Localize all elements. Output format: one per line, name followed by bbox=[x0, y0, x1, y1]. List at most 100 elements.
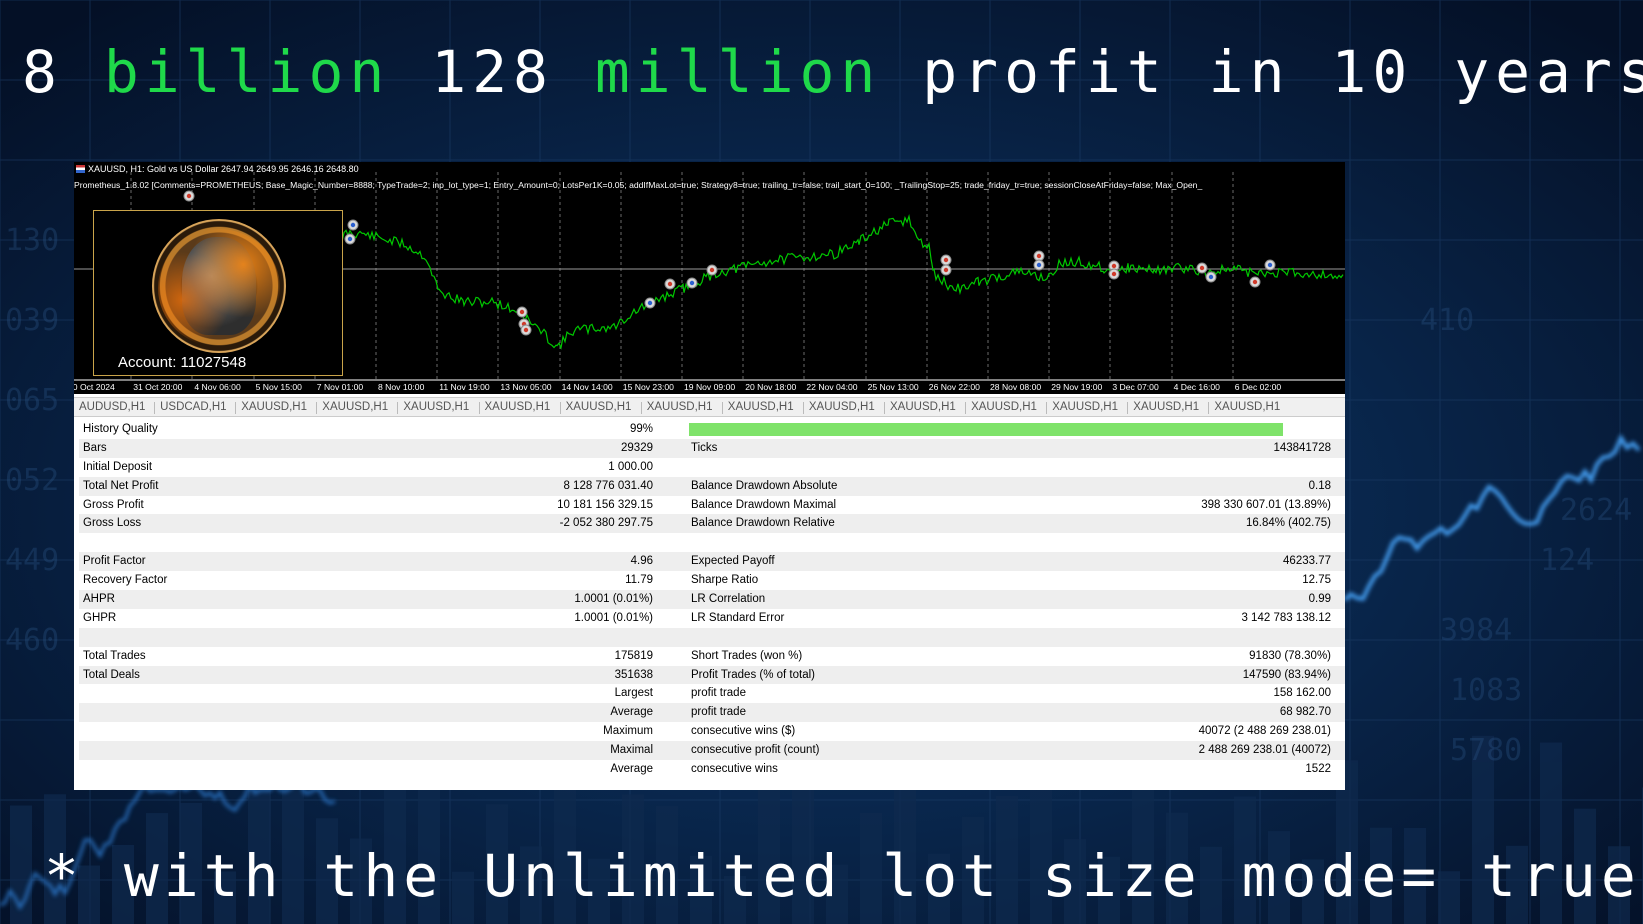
mt5-strategy-tester-panel: XAUUSD, H1: Gold vs US Dollar 2647.94 26… bbox=[74, 162, 1345, 790]
bg-volume-bar bbox=[554, 776, 576, 924]
symbol-tab[interactable]: XAUUSD,H1 bbox=[1133, 401, 1200, 413]
bg-digits: 065 bbox=[5, 383, 59, 418]
expert-logo: Account: 11027548 bbox=[93, 210, 343, 376]
bg-volume-bar bbox=[1098, 856, 1120, 924]
report-value-2: 46233.77 bbox=[1283, 555, 1331, 568]
trade-marker[interactable] bbox=[1205, 271, 1217, 283]
trade-marker[interactable] bbox=[516, 306, 528, 318]
report-value: 1.0001 (0.01%) bbox=[574, 611, 653, 624]
prometheus-coin-icon bbox=[152, 219, 286, 353]
price-chart-canvas[interactable] bbox=[74, 162, 1345, 394]
symbol-tab[interactable]: XAUUSD,H1 bbox=[646, 401, 713, 413]
time-axis-label: 8 Nov 10:00 bbox=[378, 382, 425, 392]
tab-separator bbox=[1127, 402, 1129, 414]
report-value-2: 1522 bbox=[1305, 763, 1331, 776]
symbol-tab[interactable]: XAUUSD,H1 bbox=[1052, 401, 1119, 413]
symbol-tab[interactable]: AUDUSD,H1 bbox=[79, 401, 146, 413]
bg-volume-bar bbox=[214, 871, 236, 924]
price-chart[interactable]: XAUUSD, H1: Gold vs US Dollar 2647.94 26… bbox=[74, 162, 1345, 394]
expert-parameters: Prometheus_1.8.02 [Comments=PROMETHEUS; … bbox=[74, 180, 1203, 190]
report-row: Initial Deposit 1 000.00 bbox=[79, 458, 1345, 477]
headline-part-1: 8 bbox=[22, 38, 104, 106]
tab-separator bbox=[154, 402, 156, 414]
report-label-2: Profit Trades (% of total) bbox=[691, 668, 815, 681]
bg-volume-bar bbox=[520, 846, 542, 924]
bg-digits: 052 bbox=[5, 463, 59, 498]
symbol-tab[interactable]: XAUUSD,H1 bbox=[484, 401, 551, 413]
trade-marker[interactable] bbox=[940, 254, 952, 266]
report-row: Recovery Factor 11.79 Sharpe Ratio 12.75 bbox=[79, 571, 1345, 590]
bg-volume-bar bbox=[1404, 827, 1426, 924]
trade-marker[interactable] bbox=[644, 297, 656, 309]
trade-marker[interactable] bbox=[520, 324, 532, 336]
bg-volume-bar bbox=[282, 789, 304, 924]
report-value: 1 000.00 bbox=[608, 460, 653, 473]
report-label: Total Trades bbox=[83, 649, 146, 662]
symbol-tab[interactable]: XAUUSD,H1 bbox=[565, 401, 632, 413]
report-row: Total Deals 351638 Profit Trades (% of tot… bbox=[79, 665, 1345, 685]
trade-marker[interactable] bbox=[686, 277, 698, 289]
report-value-2: 12.75 bbox=[1302, 574, 1331, 587]
report-label-2: consecutive profit (count) bbox=[691, 744, 820, 757]
report-label-2: profit trade bbox=[691, 706, 746, 719]
trade-marker[interactable] bbox=[344, 233, 356, 245]
symbol-tab[interactable]: XAUUSD,H1 bbox=[1214, 401, 1281, 413]
report-label: Total Net Profit bbox=[83, 479, 159, 492]
time-axis-label: 31 Oct 20:00 bbox=[133, 382, 183, 392]
headline-billion: billion bbox=[103, 38, 391, 106]
symbol-tab[interactable]: XAUUSD,H1 bbox=[808, 401, 875, 413]
trade-marker[interactable] bbox=[1264, 259, 1276, 271]
report-label-2: consecutive wins bbox=[691, 763, 778, 776]
symbol-tab[interactable]: XAUUSD,H1 bbox=[322, 401, 389, 413]
bg-volume-bar bbox=[1064, 839, 1086, 924]
report-value: -2 052 380 297.75 bbox=[559, 517, 653, 530]
trade-marker[interactable] bbox=[1033, 259, 1045, 271]
time-axis-label: 14 Nov 14:00 bbox=[561, 382, 613, 392]
time-axis-label: 7 Nov 01:00 bbox=[316, 382, 364, 392]
bg-volume-bar bbox=[588, 858, 610, 924]
tab-separator bbox=[1046, 402, 1048, 414]
history-quality-bar bbox=[689, 423, 1283, 436]
time-axis-label: 4 Nov 06:00 bbox=[194, 382, 241, 392]
symbol-tab[interactable]: XAUUSD,H1 bbox=[241, 401, 308, 413]
report-row: Total Trades 175819 Short Trades (won %) 91… bbox=[79, 647, 1345, 666]
symbol-tab[interactable]: XAUUSD,H1 bbox=[727, 401, 794, 413]
report-label: Gross Profit bbox=[83, 498, 144, 511]
report-value: 4.96 bbox=[630, 555, 653, 568]
trade-marker[interactable] bbox=[1196, 262, 1208, 274]
symbol-tab[interactable]: XAUUSD,H1 bbox=[971, 401, 1037, 413]
tab-separator bbox=[721, 402, 723, 414]
bg-digits: 124 bbox=[1540, 543, 1594, 578]
report-value: Average bbox=[610, 763, 653, 776]
report-value-2: 147590 (83.94%) bbox=[1242, 668, 1331, 681]
trade-marker[interactable] bbox=[1108, 268, 1120, 280]
symbol-tab[interactable]: USDCAD,H1 bbox=[160, 401, 227, 413]
report-value-2: 158 162.00 bbox=[1273, 687, 1331, 700]
symbol-tab[interactable]: XAUUSD,H1 bbox=[403, 401, 470, 413]
tab-separator bbox=[397, 402, 399, 414]
trade-marker[interactable] bbox=[664, 278, 676, 290]
bg-volume-bar bbox=[452, 871, 474, 924]
headline-million: million bbox=[594, 38, 882, 106]
trade-marker[interactable] bbox=[1249, 276, 1261, 288]
bg-volume-bar bbox=[928, 853, 950, 924]
trade-marker[interactable] bbox=[183, 190, 195, 202]
footnote: * with the Unlimited lot size mode= true bbox=[44, 842, 1641, 910]
report-value-2: 0.99 bbox=[1308, 593, 1331, 606]
report-label-2: Short Trades (won %) bbox=[691, 649, 803, 662]
price-line bbox=[331, 213, 1344, 350]
trade-marker[interactable] bbox=[706, 264, 718, 276]
report-row: Average consecutive wins 1522 bbox=[79, 760, 1345, 779]
time-axis-label: 19 Nov 09:00 bbox=[684, 382, 736, 392]
trade-marker[interactable] bbox=[347, 219, 359, 231]
bg-volume-bar bbox=[112, 844, 134, 924]
symbol-tab[interactable]: XAUUSD,H1 bbox=[890, 401, 956, 413]
bg-volume-bar bbox=[1506, 845, 1528, 924]
trade-marker[interactable] bbox=[940, 264, 952, 276]
report-value-2: 3 142 783 138.12 bbox=[1241, 611, 1331, 624]
bg-volume-bar bbox=[350, 838, 372, 924]
report-value: 1.0001 (0.01%) bbox=[574, 593, 653, 606]
bg-volume-bar bbox=[1234, 796, 1256, 924]
symbol-flag-icon bbox=[76, 165, 85, 173]
time-axis-label: 20 Nov 18:00 bbox=[745, 382, 797, 392]
